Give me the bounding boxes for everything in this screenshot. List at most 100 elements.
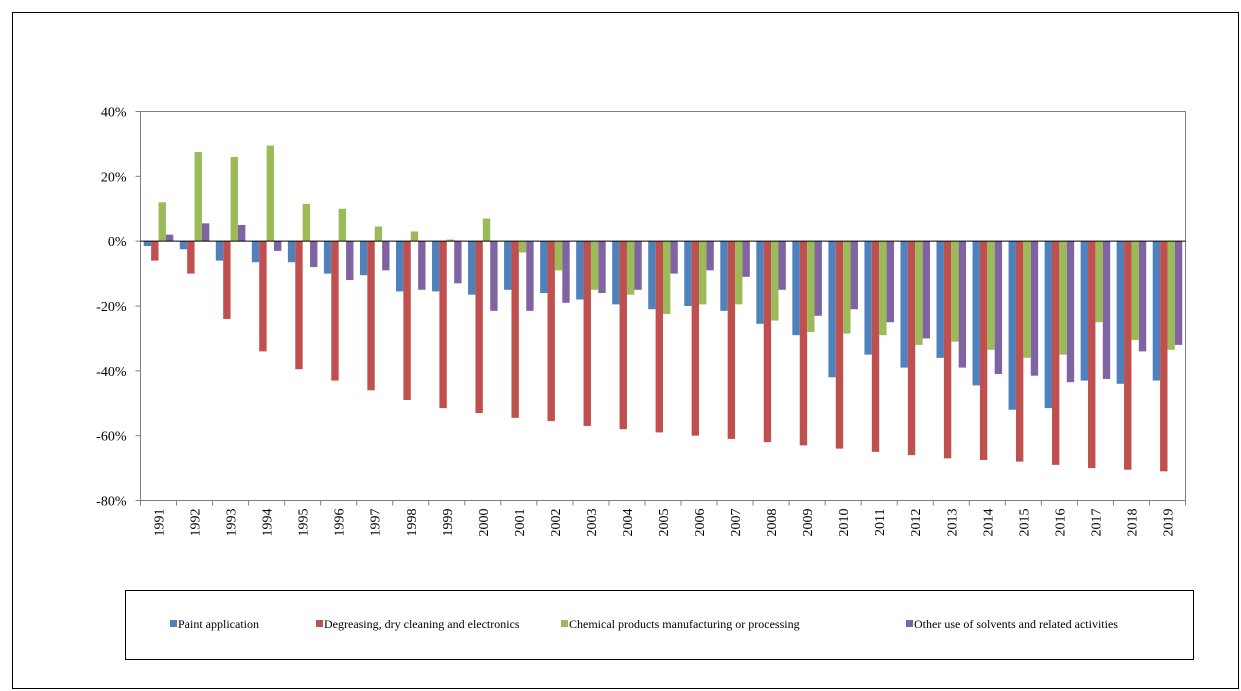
legend-label-series-3: Chemical products manufacturing or proce… — [569, 617, 800, 631]
bar-2004-series-1 — [612, 241, 620, 305]
x-tick-label-2016: 2016 — [1053, 509, 1068, 537]
bar-2005-series-2 — [655, 241, 663, 433]
bar-2007-series-4 — [742, 241, 750, 277]
x-tick-label-1994: 1994 — [261, 509, 276, 537]
x-tick-label-2013: 2013 — [945, 509, 960, 537]
bar-2015-series-1 — [1008, 241, 1016, 410]
x-tick-label-2005: 2005 — [657, 509, 672, 537]
x-tick-label-2000: 2000 — [477, 509, 492, 537]
bar-1995-series-1 — [287, 241, 296, 263]
bar-1997-series-3 — [374, 226, 383, 242]
bar-2004-series-4 — [634, 241, 642, 290]
bar-2008-series-1 — [756, 241, 764, 324]
bar-1999-series-2 — [439, 241, 447, 409]
bar-2010-series-2 — [835, 241, 844, 449]
bar-1999-series-1 — [432, 241, 440, 292]
bar-1993-series-1 — [215, 241, 224, 261]
bar-2006-series-4 — [706, 241, 714, 271]
y-tick-label: 20% — [101, 170, 127, 185]
x-tick-label-2002: 2002 — [549, 509, 564, 537]
bar-2012-series-4 — [922, 241, 931, 339]
bar-2013-series-3 — [951, 241, 959, 342]
x-tick-label-1997: 1997 — [369, 509, 384, 537]
bar-1992-series-4 — [201, 223, 210, 242]
legend-label-series-1: Paint application — [178, 617, 259, 631]
bar-2009-series-1 — [792, 241, 800, 336]
bar-1993-series-4 — [237, 224, 246, 242]
bars-group — [143, 145, 1183, 472]
bar-2019-series-1 — [1152, 241, 1161, 381]
bar-1991-series-4 — [165, 234, 174, 242]
bar-2009-series-3 — [807, 241, 815, 332]
bar-2000-series-4 — [490, 241, 498, 311]
bar-1995-series-2 — [295, 241, 303, 370]
bar-1998-series-1 — [395, 241, 404, 292]
bar-2003-series-2 — [583, 241, 591, 426]
bar-2010-series-4 — [850, 241, 858, 310]
y-tick-label: -60% — [96, 430, 127, 445]
bar-2002-series-1 — [540, 241, 548, 294]
bar-1991-series-3 — [158, 202, 166, 242]
bar-1994-series-1 — [251, 241, 260, 263]
bar-2016-series-2 — [1051, 241, 1060, 465]
bar-1998-series-4 — [418, 241, 426, 290]
bar-1992-series-1 — [179, 241, 188, 250]
legend-label-series-2: Degreasing, dry cleaning and electronics — [324, 617, 520, 631]
bar-1994-series-3 — [266, 145, 275, 242]
bar-1991-series-1 — [143, 241, 152, 247]
bar-2016-series-3 — [1059, 241, 1067, 355]
bar-2015-series-2 — [1015, 241, 1024, 462]
bar-2005-series-1 — [648, 241, 656, 310]
x-tick-label-2004: 2004 — [621, 509, 636, 537]
bar-1992-series-3 — [194, 152, 202, 242]
x-tick-label-1991: 1991 — [153, 509, 168, 537]
x-tick-label-1999: 1999 — [441, 509, 456, 537]
bar-1996-series-1 — [323, 241, 332, 274]
bar-2011-series-3 — [879, 241, 887, 336]
x-tick-label-2018: 2018 — [1125, 509, 1140, 537]
x-tick-label-1993: 1993 — [225, 509, 240, 537]
x-tick-label-2017: 2017 — [1089, 509, 1104, 537]
bar-2006-series-1 — [684, 241, 692, 306]
bar-1995-series-3 — [302, 203, 311, 242]
x-tick-label-2009: 2009 — [801, 509, 816, 537]
legend-swatch-series-3 — [561, 620, 568, 627]
bar-2018-series-4 — [1138, 241, 1147, 352]
bar-1996-series-2 — [331, 241, 339, 381]
bar-2013-series-2 — [943, 241, 952, 459]
bar-2016-series-4 — [1066, 241, 1075, 383]
bar-1993-series-2 — [223, 241, 231, 319]
bar-2009-series-2 — [799, 241, 808, 446]
bar-2014-series-1 — [972, 241, 980, 386]
bar-2002-series-2 — [547, 241, 555, 422]
bar-2014-series-3 — [987, 241, 995, 350]
bar-2007-series-2 — [727, 241, 736, 439]
x-tick-label-2011: 2011 — [873, 509, 888, 536]
x-tick-label-2019: 2019 — [1161, 509, 1176, 537]
bar-2001-series-1 — [504, 241, 512, 290]
y-tick-label: -20% — [96, 300, 127, 315]
bar-2006-series-2 — [691, 241, 700, 436]
bar-2000-series-1 — [468, 241, 476, 295]
bar-2019-series-2 — [1160, 241, 1168, 472]
bar-2015-series-3 — [1023, 241, 1031, 358]
bar-1997-series-4 — [382, 241, 390, 271]
bar-2001-series-4 — [526, 241, 534, 311]
bar-2001-series-3 — [518, 241, 527, 253]
y-tick-label: 0% — [108, 235, 127, 250]
bar-2012-series-3 — [915, 241, 923, 345]
bar-1993-series-3 — [230, 156, 238, 242]
bar-2003-series-4 — [598, 241, 606, 294]
bar-2005-series-4 — [670, 241, 678, 274]
bar-2013-series-1 — [936, 241, 944, 358]
bar-2010-series-1 — [828, 241, 836, 378]
bar-2000-series-3 — [482, 218, 491, 242]
bar-2008-series-3 — [771, 241, 779, 321]
x-tick-label-1998: 1998 — [405, 509, 420, 537]
bar-2007-series-3 — [735, 241, 743, 305]
x-tick-label-1992: 1992 — [189, 509, 204, 537]
bar-2004-series-3 — [626, 241, 635, 295]
bar-2002-series-4 — [562, 241, 570, 303]
bar-2014-series-4 — [994, 241, 1003, 375]
